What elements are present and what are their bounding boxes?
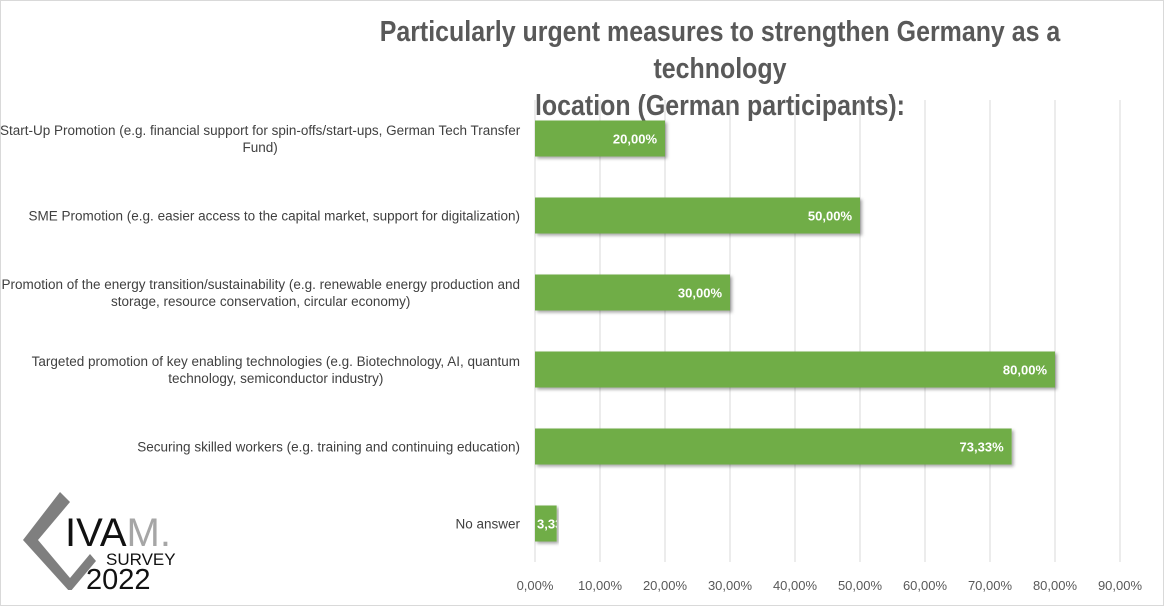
logo-brand: IVAM. [65,511,171,555]
bar [535,428,1012,465]
chart-title: Particularly urgent measures to strength… [342,14,1099,125]
title-line-2: location (German participants): [534,90,905,122]
logo-chevron-icon [23,492,96,590]
logo-survey: SURVEY [106,550,176,569]
category-label: Fund) [242,140,277,155]
bar [535,197,860,234]
x-tick-label: 50,00% [838,578,883,593]
title-line-1: Particularly urgent measures to strength… [379,16,1061,85]
category-label: No answer [455,517,520,532]
x-tick-label: 10,00% [578,578,623,593]
category-label: Start-Up Promotion (e.g. financial suppo… [0,123,521,138]
category-label: Targeted promotion of key enabling techn… [32,354,520,369]
x-tick-label: 0,00% [517,578,554,593]
bar [535,274,730,311]
x-tick-label: 40,00% [773,578,818,593]
category-label: Securing skilled workers (e.g. training … [137,440,520,455]
data-label: 3,33% [537,517,574,532]
category-label: technology, semiconductor industry) [168,371,383,386]
x-tick-label: 90,00% [1098,578,1143,593]
x-tick-label: 70,00% [968,578,1013,593]
bar [535,351,1055,388]
data-label: 20,00% [613,132,658,147]
data-label: 80,00% [1003,363,1048,378]
x-tick-label: 30,00% [708,578,753,593]
x-tick-label: 80,00% [1033,578,1078,593]
bar [535,505,557,542]
category-label: storage, resource conservation, circular… [111,294,410,309]
bar [535,120,665,157]
data-label: 30,00% [678,286,723,301]
x-tick-label: 60,00% [903,578,948,593]
data-label: 50,00% [808,209,853,224]
data-label: 73,33% [960,440,1005,455]
ivam-survey-logo: IVAM. SURVEY 2022 [23,492,176,590]
category-label: SME Promotion (e.g. easier access to the… [29,209,520,224]
logo-year: 2022 [86,564,151,590]
category-label: Promotion of the energy transition/susta… [1,277,520,292]
x-tick-label: 20,00% [643,578,688,593]
